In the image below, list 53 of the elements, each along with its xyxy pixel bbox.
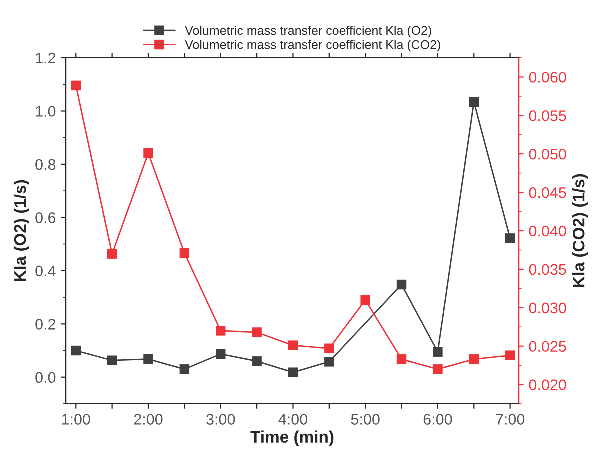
y2-tick-label: 0.040 <box>529 226 566 237</box>
y-tick-label: 1.2 <box>36 52 56 64</box>
y2-axis-title: Kla (CO2) (1/s) <box>572 174 588 288</box>
x-tick-label: 3:00 <box>206 414 236 425</box>
y-tick-label: 0.2 <box>36 319 56 330</box>
point <box>288 368 298 378</box>
point <box>360 295 370 306</box>
point <box>433 347 443 357</box>
point <box>433 364 443 374</box>
point <box>216 349 226 360</box>
y2-tick-label: 0.030 <box>529 302 566 314</box>
y2-tick-label: 0.050 <box>529 148 566 160</box>
legend-label: Volumetric mass transfer coefficient Kla (O2) <box>185 26 432 38</box>
point <box>180 364 190 374</box>
point <box>144 148 154 158</box>
y2-tick-label: 0.045 <box>529 187 566 198</box>
point <box>288 340 298 350</box>
point <box>469 354 479 364</box>
y-tick-label: 0.6 <box>36 212 56 224</box>
point <box>324 344 334 354</box>
y-tick-label: 0.0 <box>36 372 56 384</box>
point <box>71 346 81 356</box>
x-axis-title: Time (min) <box>250 430 334 446</box>
point <box>216 326 226 336</box>
point <box>71 80 81 91</box>
x-tick-label: 7:00 <box>496 414 525 425</box>
y-tick-label: 1.0 <box>36 106 56 117</box>
y-tick-label: 0.4 <box>36 266 56 277</box>
x-tick-label: 4:00 <box>278 414 308 425</box>
legend-label: Volumetric mass transfer coefficient Kla (CO2) <box>185 40 440 52</box>
point <box>469 97 479 108</box>
point <box>107 356 118 366</box>
x-tick-label: 2:00 <box>134 414 163 425</box>
point <box>324 357 334 367</box>
point <box>396 280 407 290</box>
y-axis-title: Kla (O2) (1/s) <box>14 180 30 282</box>
y-tick-label: 0.8 <box>36 159 56 170</box>
point <box>252 356 262 366</box>
y2-tick-label: 0.020 <box>529 380 566 390</box>
point <box>396 354 407 364</box>
point <box>144 354 154 364</box>
point <box>505 350 516 360</box>
y2-tick-label: 0.055 <box>529 110 566 122</box>
point <box>180 248 190 258</box>
x-tick-label: 1:00 <box>62 414 90 425</box>
point <box>252 328 262 338</box>
y2-tick-label: 0.025 <box>529 341 566 352</box>
point <box>107 249 118 259</box>
x-tick-label: 5:00 <box>351 414 380 425</box>
x-tick-label: 6:00 <box>424 414 452 425</box>
y2-tick-label: 0.060 <box>529 72 566 83</box>
y2-tick-label: 0.035 <box>529 264 566 276</box>
point <box>505 234 516 244</box>
